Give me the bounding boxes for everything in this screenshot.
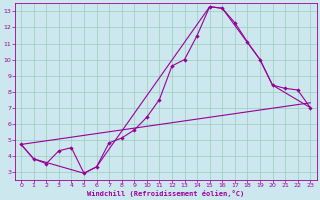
X-axis label: Windchill (Refroidissement éolien,°C): Windchill (Refroidissement éolien,°C): [87, 190, 244, 197]
